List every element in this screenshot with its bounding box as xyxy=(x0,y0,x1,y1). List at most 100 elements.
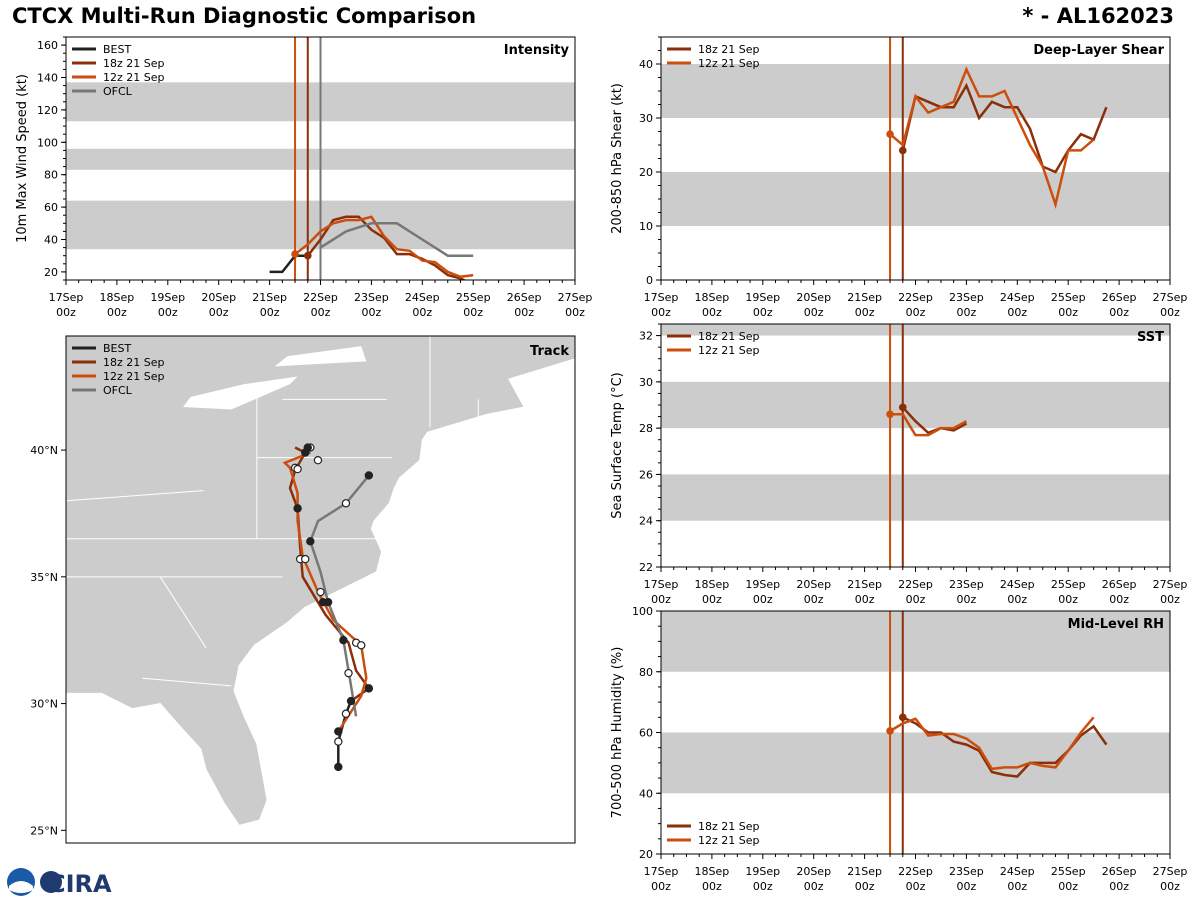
y-tick-label: 20 xyxy=(639,848,653,861)
state-border xyxy=(159,576,207,649)
x-tick-label: 27Sep xyxy=(1153,291,1188,304)
x-tick-label: 17Sep xyxy=(644,865,679,878)
track-line xyxy=(308,474,370,717)
y-tick-label: 20 xyxy=(639,166,653,179)
x-tick-label: 26Sep xyxy=(507,291,542,304)
shear-chart: 0 10 20 30 40 17Sep 00z 18Sep 00z 19Sep 00z 20Sep 00… xyxy=(610,36,1187,319)
x-tick-label: 24Sep xyxy=(405,291,440,304)
y-tick-label: 40 xyxy=(639,787,653,800)
lake-erie xyxy=(183,376,298,410)
lat-tick-label: 30°N xyxy=(30,698,58,711)
x-tick-sublabel: 00z xyxy=(412,306,432,319)
legend-label: 12z 21 Sep xyxy=(698,57,760,70)
y-axis-label: 700-500 hPa Humidity (%) xyxy=(610,647,625,819)
x-tick-sublabel: 00z xyxy=(651,880,671,893)
y-tick-label: 0 xyxy=(646,274,653,287)
track-line xyxy=(282,451,368,733)
series-start-point xyxy=(886,130,894,138)
y-tick-label: 10 xyxy=(639,220,653,233)
panel-title: Track xyxy=(530,344,569,359)
track-point xyxy=(316,587,325,597)
y-tick-label: 32 xyxy=(639,330,653,343)
y-tick-label: 80 xyxy=(639,666,653,679)
panel-title: Intensity xyxy=(504,43,570,58)
legend-label: 18z 21 Sep xyxy=(698,43,760,56)
x-tick-label: 19Sep xyxy=(150,291,185,304)
x-tick-label: 21Sep xyxy=(847,578,882,591)
lat-tick-label: 35°N xyxy=(30,571,58,584)
panel-title: Mid-Level RH xyxy=(1068,617,1164,632)
track-point xyxy=(341,709,351,718)
shaded-band xyxy=(661,611,1170,672)
legend-label: OFCL xyxy=(103,384,133,397)
track-point xyxy=(334,727,343,736)
y-tick-label: 60 xyxy=(44,201,58,214)
lake-ontario xyxy=(274,346,367,367)
legend-label: BEST xyxy=(103,43,131,56)
track-point xyxy=(334,762,343,772)
series-start-point xyxy=(898,713,907,722)
series-line xyxy=(901,82,1108,174)
x-tick-label: 22Sep xyxy=(898,578,933,591)
x-tick-label: 23Sep xyxy=(949,578,984,591)
plot-area xyxy=(661,611,1170,854)
x-tick-label: 27Sep xyxy=(1153,578,1188,591)
x-tick-label: 23Sep xyxy=(949,291,984,304)
x-tick-sublabel: 00z xyxy=(1160,593,1180,606)
y-tick-label: 40 xyxy=(639,58,653,71)
x-tick-sublabel: 00z xyxy=(906,306,926,319)
x-tick-label: 27Sep xyxy=(1153,865,1188,878)
series-line xyxy=(889,716,1095,771)
panel-title: SST xyxy=(1137,330,1164,345)
x-tick-sublabel: 00z xyxy=(855,306,875,319)
y-tick-label: 22 xyxy=(639,561,653,574)
x-tick-sublabel: 00z xyxy=(753,593,773,606)
y-tick-label: 160 xyxy=(37,39,58,52)
x-tick-label: 23Sep xyxy=(949,865,984,878)
x-tick-label: 26Sep xyxy=(1102,865,1137,878)
x-tick-label: 23Sep xyxy=(354,291,389,304)
x-tick-label: 25Sep xyxy=(1051,291,1086,304)
track-point xyxy=(339,636,348,645)
x-tick-label: 17Sep xyxy=(644,291,679,304)
x-tick-sublabel: 00z xyxy=(565,306,585,319)
x-tick-label: 20Sep xyxy=(796,578,831,591)
cira-logo: CIRA xyxy=(4,866,116,900)
track-point xyxy=(341,499,351,508)
x-tick-label: 24Sep xyxy=(1000,291,1035,304)
plot-area xyxy=(66,37,575,280)
x-tick-label: 18Sep xyxy=(695,291,730,304)
x-tick-sublabel: 00z xyxy=(1007,306,1027,319)
x-tick-label: 20Sep xyxy=(796,865,831,878)
legend-label: 12z 21 Sep xyxy=(698,834,760,847)
lat-tick-label: 25°N xyxy=(30,824,58,837)
x-tick-label: 20Sep xyxy=(201,291,236,304)
series-line xyxy=(269,254,308,274)
x-tick-sublabel: 00z xyxy=(260,306,280,319)
x-tick-label: 24Sep xyxy=(1000,865,1035,878)
x-tick-sublabel: 00z xyxy=(1160,880,1180,893)
x-tick-sublabel: 00z xyxy=(855,880,875,893)
x-tick-label: 26Sep xyxy=(1102,578,1137,591)
shaded-band xyxy=(661,324,1170,336)
series-start-point xyxy=(898,146,907,155)
x-tick-label: 26Sep xyxy=(1102,291,1137,304)
x-tick-label: 19Sep xyxy=(745,291,780,304)
x-tick-sublabel: 00z xyxy=(804,880,824,893)
map-area xyxy=(66,336,575,843)
shaded-band xyxy=(661,474,1170,521)
x-tick-label: 21Sep xyxy=(847,865,882,878)
track-point xyxy=(346,696,356,706)
x-tick-sublabel: 00z xyxy=(957,306,977,319)
x-tick-label: 25Sep xyxy=(1051,578,1086,591)
x-tick-label: 18Sep xyxy=(100,291,135,304)
track-point xyxy=(364,684,374,693)
series-line xyxy=(319,222,474,257)
x-tick-sublabel: 00z xyxy=(1058,593,1078,606)
x-tick-sublabel: 00z xyxy=(56,306,76,319)
x-tick-sublabel: 00z xyxy=(1007,880,1027,893)
y-tick-label: 140 xyxy=(37,72,58,85)
y-tick-label: 20 xyxy=(44,266,58,279)
track-point xyxy=(364,471,374,480)
